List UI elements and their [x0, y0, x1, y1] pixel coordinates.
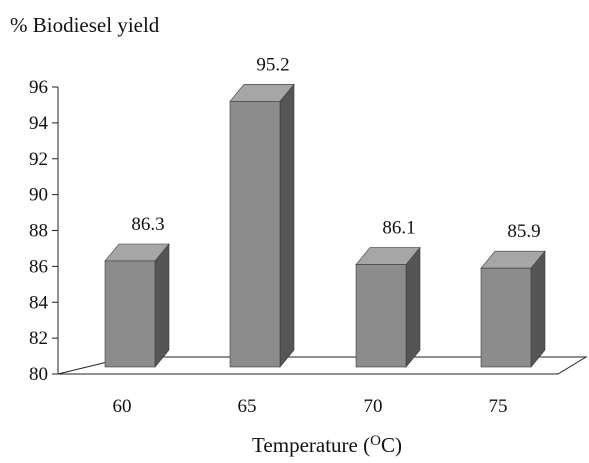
data-label: 95.2: [256, 54, 289, 75]
y-tick-label: 80: [29, 364, 48, 385]
y-tick-label: 96: [29, 77, 48, 98]
bar: [480, 250, 546, 368]
data-label: 85.9: [507, 221, 540, 242]
bar-front: [480, 267, 532, 368]
bar-front: [229, 101, 281, 368]
bar-front: [104, 260, 156, 368]
y-tick-label: 84: [29, 292, 49, 313]
bars: [104, 83, 546, 368]
bar-side: [405, 246, 421, 368]
x-tick-label: 75: [489, 396, 508, 417]
bar: [355, 246, 421, 368]
y-tick-label: 92: [29, 149, 48, 170]
y-tick-label: 90: [29, 185, 48, 206]
data-label: 86.3: [131, 214, 164, 235]
x-axis-title-superscript: O: [370, 433, 381, 449]
x-axis-title-main: Temperature (: [252, 433, 370, 457]
data-labels: 86.3 95.2 86.1 85.9: [131, 54, 540, 242]
x-axis-title-end: C): [381, 433, 402, 457]
y-axis-ticks: 80 82 84 86 88 90 92 94 96: [29, 77, 58, 385]
bar-side: [154, 243, 170, 368]
bar: [229, 83, 295, 368]
x-tick-label: 60: [113, 396, 132, 417]
y-tick-label: 88: [29, 221, 48, 242]
bar-side: [530, 250, 546, 368]
x-axis-ticks: 60 65 70 75: [113, 396, 508, 417]
x-tick-label: 65: [238, 396, 257, 417]
y-tick-label: 86: [29, 256, 48, 277]
floor-plane: [57, 356, 588, 375]
y-tick-label: 82: [29, 328, 48, 349]
bar-front: [355, 264, 407, 368]
y-axis-title: % Biodiesel yield: [10, 13, 160, 37]
y-tick-label: 94: [29, 113, 49, 134]
bar-side: [279, 83, 295, 368]
data-label: 86.1: [382, 218, 415, 239]
chart-floor: [57, 356, 588, 375]
x-tick-label: 70: [364, 396, 383, 417]
bar: [104, 243, 170, 368]
x-axis-title: Temperature (OC): [252, 433, 402, 457]
